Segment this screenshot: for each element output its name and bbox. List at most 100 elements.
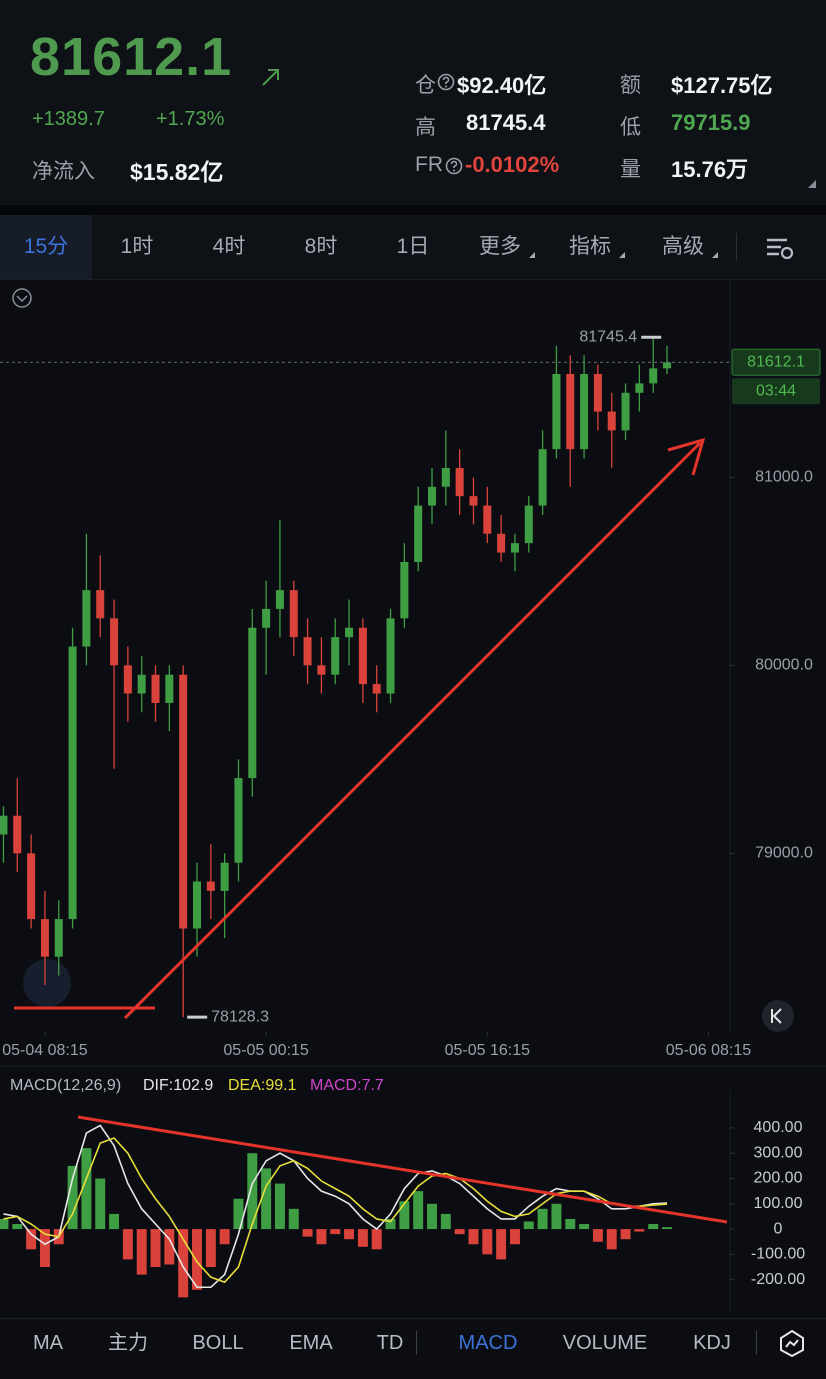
macd-bar xyxy=(219,1229,230,1245)
candle-body xyxy=(27,853,36,920)
collapse-icon[interactable] xyxy=(12,288,32,308)
macd-bar xyxy=(385,1218,396,1230)
macd-bar xyxy=(399,1201,410,1230)
macd-bar xyxy=(122,1229,133,1260)
macd-bar xyxy=(302,1229,313,1237)
y-tick-label: -100.00 xyxy=(751,1246,805,1263)
macd-bar xyxy=(39,1229,50,1268)
interval-tab[interactable]: 15分 xyxy=(0,215,92,279)
separator xyxy=(0,205,826,215)
candle-body xyxy=(441,467,450,487)
scroll-end-icon xyxy=(771,1008,782,1024)
candle-body xyxy=(317,665,326,675)
stat-label: FR xyxy=(415,153,443,176)
macd-bar xyxy=(579,1224,590,1230)
stat-value: $92.40亿 xyxy=(457,73,547,98)
annotation-trend-arrow xyxy=(123,441,702,1020)
candle-body xyxy=(414,505,423,562)
candle-body xyxy=(68,646,77,920)
macd-bar xyxy=(192,1229,202,1290)
macd-bar xyxy=(205,1229,216,1268)
legend-value: 102.9 xyxy=(173,1077,213,1094)
interval-tab[interactable]: 1时 xyxy=(120,235,154,258)
price-change-pct: +1.73% xyxy=(156,108,225,130)
candle-body xyxy=(345,627,354,638)
indicator-tab[interactable]: VOLUME xyxy=(562,1332,648,1354)
help-icon[interactable] xyxy=(437,73,455,91)
scroll-end-button[interactable] xyxy=(762,1000,794,1032)
candle-body xyxy=(0,815,8,835)
candle-body xyxy=(358,627,367,685)
y-tick-label: 300.00 xyxy=(754,1144,803,1161)
stat-value: -0.0102% xyxy=(465,152,560,177)
candle-body xyxy=(538,449,547,506)
candle-body xyxy=(192,881,202,929)
macd-bar xyxy=(634,1229,645,1232)
macd-bar xyxy=(247,1153,258,1230)
macd-bar xyxy=(274,1183,285,1230)
legend-value: 7.7 xyxy=(362,1077,384,1094)
interval-tab[interactable]: 高级 xyxy=(662,235,704,258)
macd-bar xyxy=(0,1218,9,1230)
candle-body xyxy=(206,881,215,891)
candle-body xyxy=(123,665,132,694)
stat-value: 81745.4 xyxy=(466,110,546,135)
macd-bar xyxy=(440,1213,451,1230)
candle-body xyxy=(483,505,492,534)
dropdown-mark xyxy=(619,252,625,258)
macd-bar xyxy=(482,1229,493,1255)
macd-bar xyxy=(551,1203,562,1230)
low-label: 78128.3 xyxy=(211,1008,269,1025)
candle-body xyxy=(234,778,243,863)
candle-body xyxy=(275,590,284,609)
divider xyxy=(416,1331,417,1355)
dropdown-mark xyxy=(712,252,718,258)
macd-bar xyxy=(81,1148,92,1230)
interval-tab[interactable]: 指标 xyxy=(569,235,611,258)
candle-body xyxy=(663,362,672,369)
interval-tab[interactable]: 8时 xyxy=(304,235,338,258)
y-tick-label: -200.00 xyxy=(751,1271,805,1288)
indicator-tab[interactable]: TD xyxy=(376,1332,404,1354)
macd-bar xyxy=(606,1229,617,1250)
x-tick-label: 05-05 16:15 xyxy=(445,1042,531,1059)
indicator-tab[interactable]: BOLL xyxy=(192,1332,244,1354)
stat-value: 15.76万 xyxy=(671,157,749,182)
draw-icon[interactable] xyxy=(778,1329,806,1357)
interval-tab[interactable]: 4时 xyxy=(212,235,246,258)
y-tick-label: 400.00 xyxy=(754,1119,803,1136)
settings-icon[interactable] xyxy=(764,235,796,261)
macd-bar xyxy=(67,1165,78,1230)
stat-label: 量 xyxy=(620,158,641,181)
legend-name: DEA: xyxy=(228,1077,265,1094)
macd-bar xyxy=(344,1229,355,1240)
chart: 79000.0 80000.0 81000.0 05-04 08:15 05-05 00… xyxy=(0,280,826,1312)
candle-body xyxy=(165,674,174,703)
interval-tab[interactable]: 1日 xyxy=(396,235,430,258)
stat-value: 79715.9 xyxy=(671,110,751,135)
stat-label: 额 xyxy=(620,74,641,97)
macd-bar xyxy=(136,1229,147,1275)
indicator-tabs: MA 主力 BOLL EMA TD MACD VOLUME KDJ xyxy=(0,1318,826,1379)
legend-name: DIF: xyxy=(143,1077,173,1094)
last-price-tag xyxy=(731,348,821,376)
legend-name: MACD: xyxy=(310,1077,362,1094)
candle-body xyxy=(179,674,188,929)
indicator-tab[interactable]: MA xyxy=(33,1332,63,1354)
macd-bar xyxy=(454,1229,465,1235)
candle-body xyxy=(400,561,409,619)
tool-button[interactable] xyxy=(23,959,71,1007)
indicator-title: MACD(12,26,9) xyxy=(10,1077,121,1094)
indicator-tab[interactable]: EMA xyxy=(289,1332,333,1354)
indicator-tab[interactable]: MACD xyxy=(458,1332,518,1354)
candle-body xyxy=(262,608,271,628)
indicator-tab[interactable]: KDJ xyxy=(693,1332,731,1354)
last-price: 81612.1 xyxy=(30,27,233,87)
indicator-tab[interactable]: 主力 xyxy=(108,1332,148,1354)
help-icon[interactable] xyxy=(445,157,463,175)
macd-bar xyxy=(261,1168,272,1230)
macd-bar xyxy=(496,1229,507,1260)
candle-body xyxy=(372,684,381,694)
interval-tab[interactable]: 更多 xyxy=(479,235,521,258)
candle-body xyxy=(220,862,229,891)
